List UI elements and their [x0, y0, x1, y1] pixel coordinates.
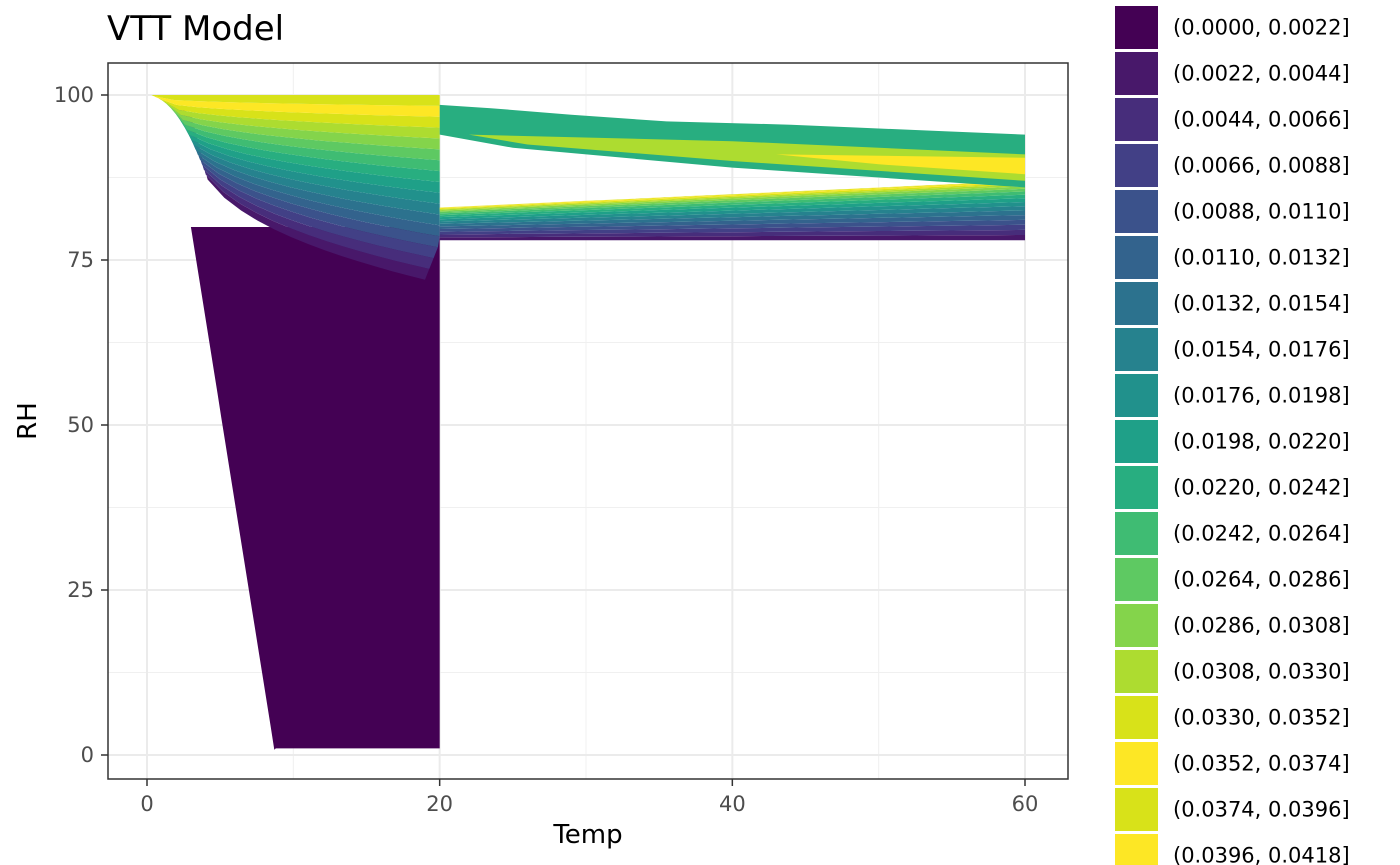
legend-key	[1115, 834, 1158, 865]
contour-band-upper-left	[160, 99, 440, 150]
legend-label: (0.0066, 0.0088]	[1173, 154, 1350, 178]
legend-key	[1115, 52, 1158, 95]
contour-band-upper-left	[167, 102, 440, 182]
y-tick-label: 75	[67, 248, 94, 272]
contour-band-right	[439, 184, 1025, 211]
contour-band-right	[439, 210, 1025, 227]
contour-band-peak	[468, 134, 1025, 181]
contour-band-upper-left	[172, 104, 440, 204]
legend-label: (0.0132, 0.0154]	[1173, 292, 1350, 316]
contour-band-right	[439, 215, 1025, 229]
legend-key	[1115, 144, 1158, 187]
legend: (0.0000, 0.0022] (0.0022, 0.0044] (0.0044,…	[1115, 6, 1350, 865]
contour-band-right	[439, 224, 1025, 235]
legend-key	[1115, 190, 1158, 233]
contour-band-right	[439, 188, 1025, 214]
legend-key	[1115, 696, 1158, 739]
legend-key	[1115, 282, 1158, 325]
contour-band-upper-left	[177, 107, 440, 226]
legend-key	[1115, 236, 1158, 279]
legend-label: (0.0374, 0.0396]	[1173, 798, 1350, 822]
contour-band-upper-left	[153, 96, 440, 117]
contour-band-upper-left	[179, 108, 440, 237]
legend-label: (0.0022, 0.0044]	[1173, 62, 1350, 86]
contour-band-right	[439, 180, 1025, 208]
legend-key	[1115, 6, 1158, 49]
plot-area: 0 20 40 60 0 25 50 75 100	[54, 62, 1069, 816]
y-tick-label: 50	[67, 413, 94, 437]
legend-label: (0.0352, 0.0374]	[1173, 752, 1350, 776]
legend-label: (0.0110, 0.0132]	[1173, 246, 1350, 270]
contour-band-peak-max	[776, 154, 1025, 175]
legend-key	[1115, 788, 1158, 831]
legend-key	[1115, 558, 1158, 601]
legend-label: (0.0286, 0.0308]	[1173, 614, 1350, 638]
legend-key	[1115, 742, 1158, 785]
contour-band-right	[439, 198, 1025, 220]
legend-label: (0.0396, 0.0418]	[1173, 844, 1350, 865]
x-tick-label: 20	[426, 792, 453, 816]
legend-key	[1115, 604, 1158, 647]
contour-band-right	[439, 181, 1025, 209]
contour-band-right	[439, 235, 1025, 241]
legend-key	[1115, 328, 1158, 371]
contour-band-upper-left	[163, 100, 440, 161]
contour-band-upper-left	[186, 111, 434, 269]
legend-label: (0.0220, 0.0242]	[1173, 476, 1350, 500]
contour-band-right	[439, 182, 1025, 210]
x-tick-label: 40	[719, 792, 746, 816]
x-tick-label: 0	[140, 792, 153, 816]
contour-band-upper-left	[158, 98, 440, 139]
legend-label: (0.0000, 0.0022]	[1173, 16, 1350, 40]
contour-band-upper-left	[181, 109, 440, 248]
contour-band-right	[439, 219, 1025, 232]
contour-band-upper-left	[165, 101, 440, 172]
y-tick-label: 100	[54, 83, 94, 107]
legend-key	[1115, 650, 1158, 693]
contour-band-right	[439, 202, 1025, 222]
contour-band-right	[439, 206, 1025, 224]
x-tick-label: 60	[1012, 792, 1039, 816]
legend-label: (0.0198, 0.0220]	[1173, 430, 1350, 454]
legend-label: (0.0154, 0.0176]	[1173, 338, 1350, 362]
y-axis-title: RH	[13, 402, 43, 440]
contour-band-upper-left	[174, 105, 440, 215]
contour-band-low	[190, 227, 440, 750]
legend-key	[1115, 374, 1158, 417]
legend-key	[1115, 512, 1158, 555]
x-axis-title: Temp	[552, 820, 622, 850]
legend-label: (0.0088, 0.0110]	[1173, 200, 1350, 224]
y-tick-label: 0	[81, 743, 94, 767]
contour-band-upper-left	[156, 97, 440, 128]
contour-band-right	[439, 181, 1025, 208]
legend-key	[1115, 98, 1158, 141]
legend-key	[1115, 466, 1158, 509]
panel-border	[107, 62, 1069, 780]
contour-band-right	[439, 229, 1025, 238]
legend-label: (0.0264, 0.0286]	[1173, 568, 1350, 592]
chart-title: VTT Model	[107, 9, 284, 49]
legend-key	[1115, 420, 1158, 463]
contour-band-upper-left	[151, 95, 440, 106]
contour-band-right	[439, 194, 1025, 218]
contour-band-upper-left	[170, 103, 440, 193]
contour-band-upper-left	[183, 110, 438, 259]
y-tick-label: 25	[67, 578, 94, 602]
legend-label: (0.0330, 0.0352]	[1173, 706, 1350, 730]
legend-label: (0.0242, 0.0264]	[1173, 522, 1350, 546]
contour-band-right	[439, 186, 1025, 212]
legend-label: (0.0176, 0.0198]	[1173, 384, 1350, 408]
contour-band-right	[439, 191, 1025, 216]
legend-label: (0.0044, 0.0066]	[1173, 108, 1350, 132]
legend-label: (0.0308, 0.0330]	[1173, 660, 1350, 684]
